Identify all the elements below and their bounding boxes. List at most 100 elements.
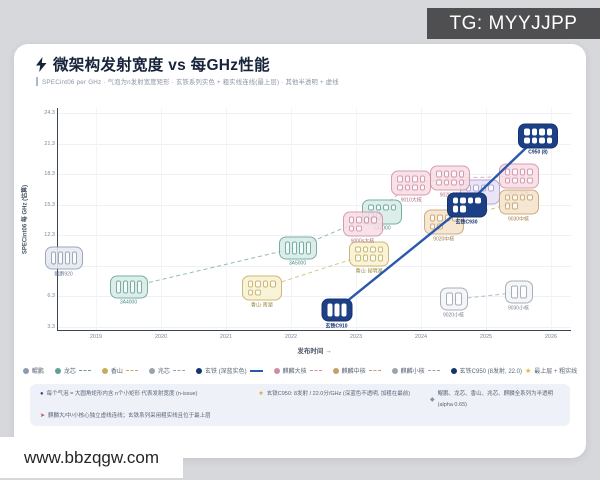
- issue-slot: [504, 202, 510, 210]
- data-point-label: 9010大核: [400, 197, 422, 204]
- issue-slot: [397, 184, 403, 191]
- issue-slot: [362, 254, 368, 262]
- site-watermark: www.bbzqgw.com: [0, 437, 183, 478]
- issue-slot: [71, 251, 77, 265]
- data-point-label: 香山·南湖: [250, 302, 273, 309]
- issue-slot: [419, 175, 426, 183]
- issue-slot: [355, 246, 361, 253]
- v-gridline: [291, 108, 292, 330]
- issue-slot: [475, 197, 481, 204]
- issue-slot: [452, 197, 458, 204]
- issue-slot: [504, 177, 510, 184]
- issue-slot: [488, 184, 494, 192]
- issue-slot: [334, 303, 339, 317]
- tg-watermark: TG: MYYJJPP: [427, 8, 600, 39]
- issue-slot: [519, 285, 527, 299]
- issue-width-row: [397, 184, 426, 191]
- x-tick-label: 2025: [479, 334, 493, 340]
- legend-row: 鲲鹏 龙芯 香山 兆芯 玄铁 (深蓝实色) 麒麟大核 麒麟中核 麒麟小核 玄铁C950 (8发射…: [22, 366, 577, 375]
- legend-marker-dot: [391, 367, 398, 374]
- issue-slot: [519, 194, 525, 201]
- x-tick-label: 2021: [219, 334, 233, 340]
- issue-width-row: [524, 128, 552, 136]
- footnote-box: ● 每个气泡 = 大圆角矩形内含 n个小矩形 代表发射宽度 (n-issue) …: [30, 384, 570, 426]
- y-tick-label: 12.3: [44, 232, 55, 239]
- issue-slot: [412, 175, 418, 183]
- chip-bubble: [391, 170, 432, 196]
- issue-slot: [473, 184, 479, 192]
- issue-slot: [298, 241, 304, 255]
- y-tick-label: 3.3: [47, 324, 55, 330]
- issue-width-row: [247, 289, 261, 296]
- y-tick-label: 24.3: [44, 110, 55, 116]
- v-gridline: [96, 108, 97, 330]
- legend-marker-dot: [22, 367, 29, 374]
- h-gridline: [58, 143, 571, 145]
- y-tick-label: 15.3: [44, 201, 55, 208]
- legend-marker-dot: [148, 367, 155, 374]
- legend-solid-line-sample: [249, 369, 263, 372]
- issue-slot: [504, 194, 510, 201]
- lightning-bolt-icon: [36, 56, 47, 72]
- issue-slot: [460, 197, 466, 204]
- issue-slot: [50, 251, 56, 265]
- legend-item: 麒麟大核: [273, 366, 322, 375]
- star-icon: ★: [258, 391, 264, 397]
- legend-item: 玄铁C950 (8发射, 22.0) ★ 最上层 + 粗实线: [450, 366, 577, 375]
- bullet-icon: ●: [40, 391, 44, 397]
- issue-slot: [129, 280, 135, 294]
- issue-slot: [363, 216, 369, 224]
- issue-width-row: [524, 137, 552, 144]
- issue-slot: [539, 137, 545, 144]
- issue-width-row: [445, 292, 462, 306]
- issue-width-row: [436, 179, 465, 186]
- legend-item: 玄铁 (深蓝实色): [195, 366, 263, 375]
- legend-label: 玄铁C950 (8发射, 22.0): [459, 369, 523, 375]
- legend-label: 麒麟中核: [341, 369, 366, 375]
- legend-label: 玄铁 (深蓝实色): [204, 369, 247, 375]
- x-tick-label: 2024: [414, 334, 428, 340]
- data-point-bubble: 3A4000: [109, 275, 148, 306]
- data-point-bubble: 玄铁C910: [321, 298, 352, 329]
- chart-card: 微架构发射宽度 vs 每GHz性能 SPECint06 per GHz · 气泡…: [14, 44, 586, 458]
- h-gridline: [58, 174, 571, 176]
- plot-area: SPECint06 每 GHz (估算) 发布时间 → 3.36.39.312.…: [23, 108, 571, 355]
- issue-slot: [429, 214, 436, 222]
- chip-bubble: [439, 287, 468, 311]
- issue-slot: [341, 303, 346, 317]
- issue-slot: [527, 194, 533, 201]
- issue-slot: [291, 241, 297, 255]
- x-tick-label: 2023: [349, 334, 363, 340]
- issue-slot: [419, 184, 426, 191]
- h-gridline: [58, 113, 571, 114]
- issue-slot: [255, 289, 261, 296]
- issue-slot: [247, 280, 254, 288]
- data-point-bubble: 香山·昆明湖: [349, 241, 389, 274]
- chip-bubble: [109, 275, 148, 299]
- issue-slot: [451, 179, 457, 186]
- chip-bubble: [430, 165, 471, 191]
- issue-width-row: [452, 205, 466, 213]
- x-tick-label: 2020: [154, 334, 168, 340]
- footnote-text: 每个气泡 = 大圆角矩形内含 n个小矩形 代表发射宽度 (n-issue): [46, 391, 198, 397]
- issue-slot: [436, 170, 442, 178]
- issue-width-row: [368, 204, 396, 211]
- issue-slot: [539, 128, 545, 136]
- issue-slot: [443, 179, 450, 186]
- legend-item: 麒麟中核: [332, 366, 381, 375]
- data-point-label: 香山·昆明湖: [355, 268, 383, 275]
- issue-slot: [460, 205, 466, 213]
- issue-width-row: [284, 241, 311, 255]
- page-subtitle: SPECint06 per GHz · 气泡为n发射宽度矩形 · 玄铁系列实色 …: [42, 79, 339, 86]
- issue-slot: [370, 254, 376, 262]
- issue-slot: [443, 170, 450, 178]
- data-point-bubble: 9030小核: [504, 280, 533, 312]
- legend-dashed-line-sample: [368, 370, 381, 371]
- legend-marker-dot: [54, 367, 61, 374]
- issue-slot: [362, 246, 368, 253]
- y-tick-label: 18.3: [44, 171, 55, 178]
- issue-slot: [527, 177, 533, 184]
- footnote-text: 鲲鹏、龙芯、香山、兆芯、麒麟全系列为半透明 (alpha 0.65): [437, 391, 554, 408]
- issue-slot: [512, 168, 518, 176]
- issue-slot: [519, 177, 525, 184]
